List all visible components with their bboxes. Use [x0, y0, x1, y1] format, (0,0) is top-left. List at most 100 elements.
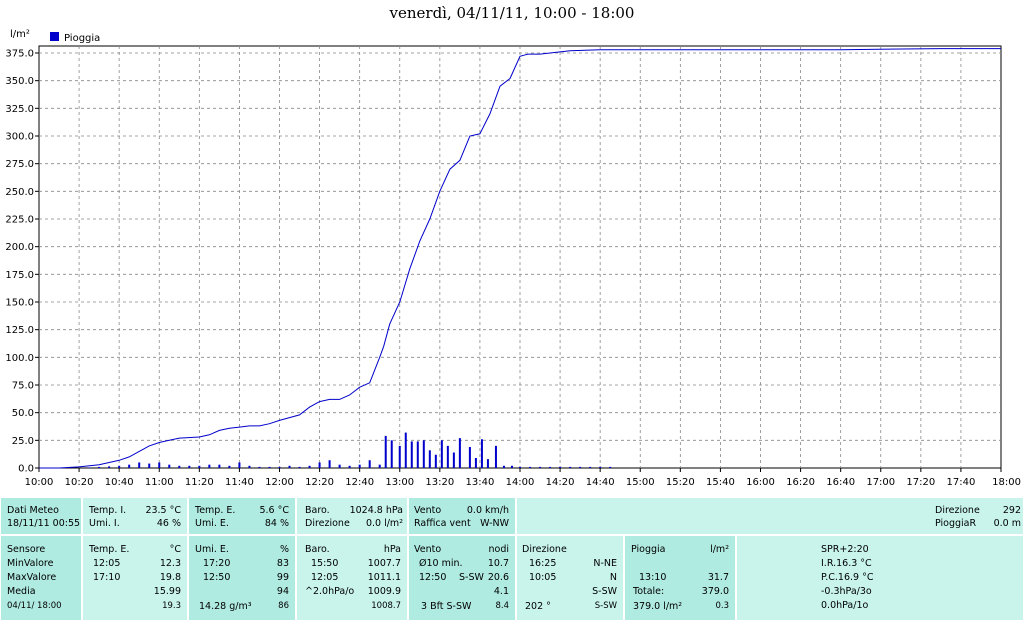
rain-bar — [468, 446, 471, 468]
rain-bar — [128, 464, 131, 468]
rain-bar — [510, 465, 513, 468]
x-tick-label: 16:00 — [746, 477, 775, 488]
rain-bar — [298, 466, 301, 468]
baro-cell: Baro. 1024.8 hPa Direzione 0.0 l/m² — [296, 497, 408, 535]
umie-abs: 14.28 g/m³ — [199, 601, 252, 612]
direzione2-label: Direzione — [935, 505, 980, 516]
raffica-value: W-NW — [480, 518, 509, 529]
tempe-min: 12.3 — [159, 558, 181, 569]
dir-v1: N-NE — [593, 558, 617, 569]
rain-bar — [88, 467, 91, 468]
dati-meteo-cell: Dati Meteo 18/11/11 00:55 — [0, 497, 82, 535]
vento-unit: nodi — [488, 544, 509, 555]
dir-last-v: S-SW — [594, 601, 617, 611]
umi-e-value: 84 % — [264, 518, 289, 529]
baro-last: 1008.7 — [371, 601, 401, 611]
rain-bar — [268, 466, 271, 468]
media-label: Media — [7, 586, 36, 597]
vento-value: 0.0 km/h — [466, 505, 509, 516]
x-tick-label: 10:00 — [25, 477, 54, 488]
y-axis-label: l/m² — [10, 29, 30, 40]
x-tick-label: 12:00 — [265, 477, 294, 488]
rain-bar — [188, 465, 191, 468]
vento-head: Vento — [414, 544, 442, 555]
rain-bar — [328, 460, 331, 468]
rain-bar — [539, 466, 542, 468]
y-tick-label: 225.0 — [5, 215, 34, 226]
tempe-max-time: 17:10 — [93, 572, 121, 583]
sensore-cell: Sensore MinValore MaxValore Media 04/11/… — [0, 535, 82, 621]
umie-unit: % — [279, 544, 289, 555]
rain-bar — [288, 465, 291, 468]
rain-bar — [138, 462, 141, 468]
piog-head: Pioggia — [631, 544, 666, 555]
pioggia-stats-cell: Pioggia l/m² 13:10 31.7 Totale: 379.0 37… — [624, 535, 736, 621]
dati-meteo-time: 18/11/11 00:55 — [7, 518, 81, 529]
x-tick-label: 15:20 — [666, 477, 695, 488]
vento-last: 3 Bft S-SW — [421, 601, 472, 612]
umi-e-stats-cell: Umi. E. % 17:20 83 12:50 99 94 14.28 g/m… — [188, 535, 296, 621]
rain-bar — [168, 464, 171, 468]
umie-media: 94 — [276, 586, 289, 597]
rain-chart: 0.0 25.0 50.0 75.0 100.0 125.0 150.0 175.0 200.0… — [5, 29, 1021, 488]
piog-max: 31.7 — [707, 572, 729, 583]
rain-bar — [178, 465, 181, 468]
rain-bar — [158, 462, 161, 468]
rain-bar — [118, 465, 121, 468]
y-tick-label: 125.0 — [5, 325, 34, 336]
rain-bar — [452, 452, 455, 468]
umie-max: 99 — [276, 572, 289, 583]
dir-t1: 16:25 — [529, 558, 557, 569]
spr-cell: SPR+2:20 I.R.16.3 °C P.C.16.9 °C -0.3hPa… — [736, 535, 1024, 621]
y-tick-label: 325.0 — [5, 104, 34, 115]
rain-bars — [68, 432, 612, 468]
rain-bar — [218, 464, 221, 468]
vento-10min: Ø10 min. — [419, 558, 463, 569]
direzione-right-cell: Direzione 292 PioggiaR 0.0 m — [516, 497, 1024, 535]
piog-last: 0.3 — [715, 601, 729, 611]
x-tick-label: 11:40 — [225, 477, 254, 488]
rain-bar — [569, 466, 572, 468]
baro-max-time: 12:05 — [311, 572, 339, 583]
vento-max-time: 12:50 — [419, 572, 447, 583]
umie-min-time: 17:20 — [203, 558, 231, 569]
rain-bar — [579, 466, 582, 468]
baro-min-time: 15:50 — [311, 558, 339, 569]
rain-bar — [308, 465, 311, 468]
rain-bar — [258, 466, 261, 468]
rain-bar — [502, 465, 505, 468]
rain-bar — [248, 465, 251, 468]
rain-bar — [559, 466, 562, 468]
baro-min: 1007.7 — [367, 558, 401, 569]
y-tick-label: 350.0 — [5, 76, 34, 87]
umie-min: 83 — [276, 558, 289, 569]
dati-meteo-label: Dati Meteo — [7, 505, 59, 516]
dir-v2: N — [609, 572, 617, 583]
rain-bar — [390, 440, 393, 468]
rain-bar — [480, 439, 483, 468]
rain-bar — [404, 432, 407, 468]
baro-unit: hPa — [383, 544, 401, 555]
x-tick-label: 13:40 — [466, 477, 495, 488]
vento-max: 20.6 — [487, 572, 509, 583]
rain-bar — [98, 466, 101, 468]
legend-label: Pioggia — [64, 33, 100, 44]
x-tick-label: 17:20 — [906, 477, 935, 488]
cumulative-rain-line — [39, 48, 1001, 469]
sensore-label: Sensore — [7, 544, 46, 555]
spr-4: 0.0hPa/1o — [821, 600, 869, 611]
tempe-min-time: 12:05 — [93, 558, 121, 569]
legend-swatch — [50, 32, 59, 41]
y-tick-label: 275.0 — [5, 159, 34, 170]
vento-label: Vento — [414, 505, 442, 516]
rain-bar — [148, 463, 151, 468]
temp-e-cell: Temp. E. 5.6 °C Umi. E. 84 % — [188, 497, 296, 535]
dir-v3: S-SW — [592, 586, 617, 597]
rain-bar — [609, 466, 612, 468]
y-tick-label: 375.0 — [5, 49, 34, 60]
dir-t2: 10:05 — [529, 572, 557, 583]
rain-bar — [589, 466, 592, 468]
baro-max: 1011.1 — [367, 572, 401, 583]
x-tick-label: 17:00 — [866, 477, 895, 488]
rain-bar — [368, 460, 371, 468]
